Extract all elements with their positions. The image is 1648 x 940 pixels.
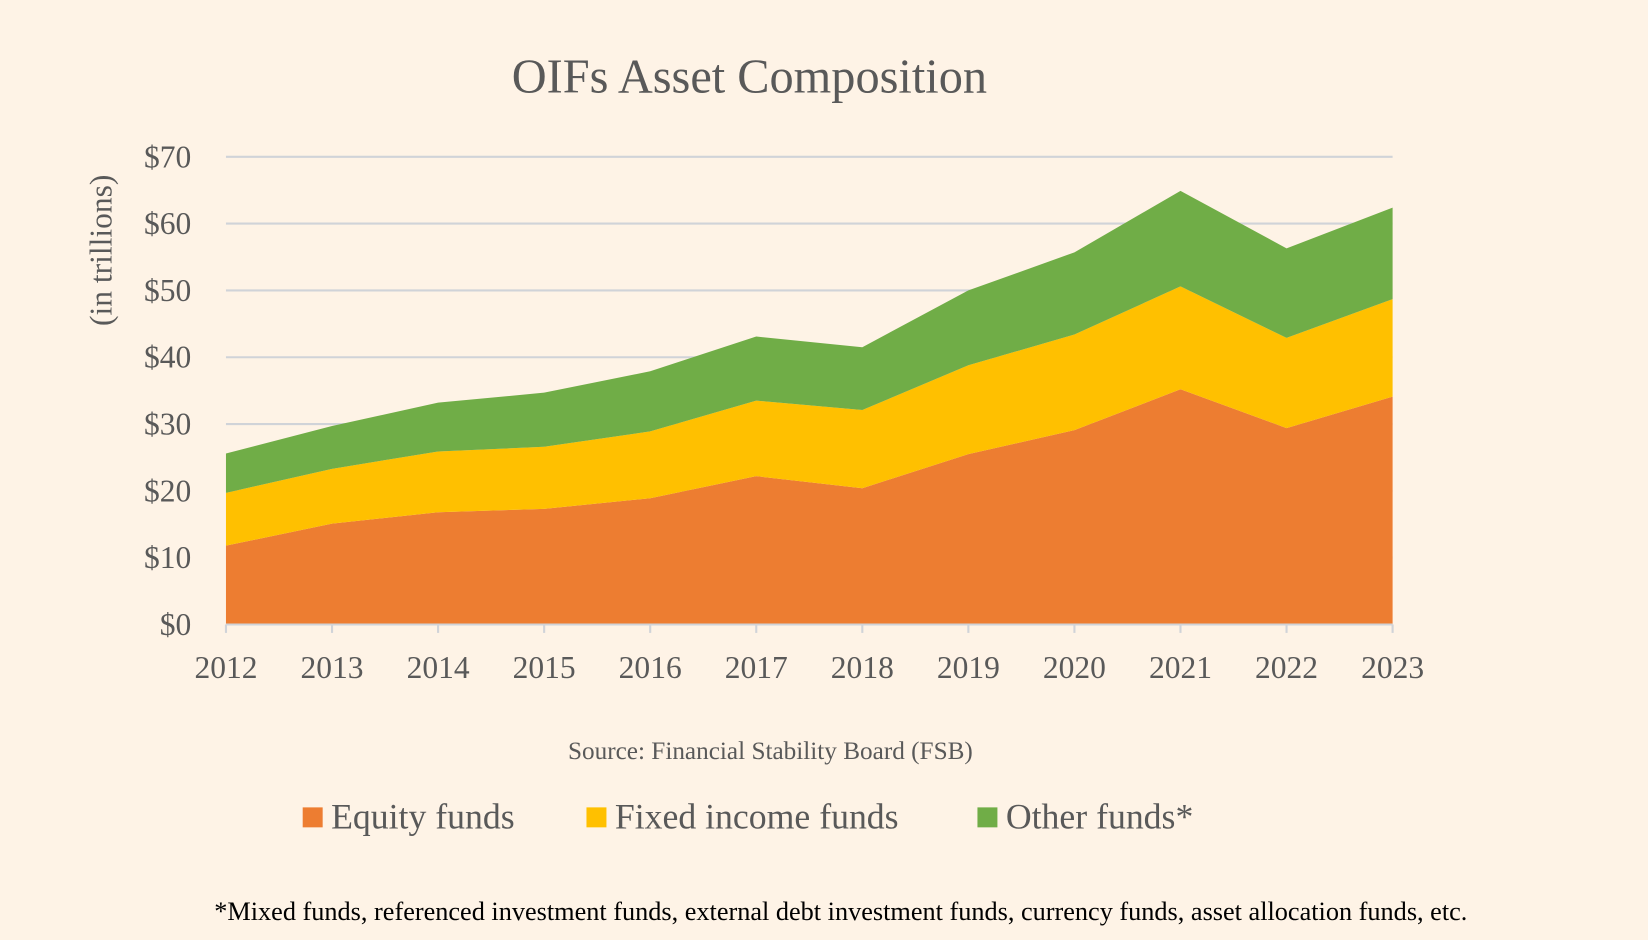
x-tick-label: 2014: [407, 650, 470, 685]
x-tick-label: 2012: [194, 650, 257, 685]
x-tick-label: 2017: [725, 650, 788, 685]
y-tick-label: $10: [144, 540, 191, 575]
legend: Equity funds Fixed income funds Other fund…: [302, 796, 1193, 836]
y-tick-label: $30: [144, 407, 191, 442]
x-tick-label: 2022: [1255, 650, 1318, 685]
footnote: *Mixed funds, referenced investment fund…: [214, 897, 1467, 926]
x-tick-label: 2015: [513, 650, 576, 685]
y-tick-label: $60: [144, 206, 191, 241]
x-tick-label: 2019: [937, 650, 1000, 685]
axes: $0 $10 $20 $30 $40 $50 $60 $70 2012 2013 2014 2015 2…: [144, 139, 1424, 685]
chart-title: OIFs Asset Composition: [512, 51, 987, 104]
x-tick-label: 2020: [1043, 650, 1106, 685]
area-fixed-income-funds: [225, 286, 1393, 546]
legend-swatch: [586, 807, 607, 828]
source-text: Source: Financial Stability Board (FSB): [568, 738, 973, 765]
area-equity-funds: [225, 389, 1393, 625]
areas: [225, 190, 1393, 625]
x-tick-label: 2023: [1361, 650, 1424, 685]
area-other-funds: [225, 190, 1393, 493]
x-tick-label: 2021: [1149, 650, 1212, 685]
y-axis-label: (in trillions): [83, 175, 118, 326]
y-tick-label: $70: [144, 139, 191, 174]
legend-swatch: [977, 807, 998, 828]
legend-swatch: [302, 807, 323, 828]
y-tick-label: $0: [160, 607, 192, 642]
y-tick-label: $50: [144, 273, 191, 308]
legend-label: Other funds*: [1006, 796, 1193, 836]
y-tick-label: $20: [144, 473, 191, 508]
legend-label: Equity funds: [331, 796, 515, 836]
x-tick-label: 2018: [831, 650, 894, 685]
x-tick-label: 2016: [619, 650, 682, 685]
x-tick-label: 2013: [301, 650, 364, 685]
legend-label: Fixed income funds: [615, 796, 899, 836]
y-tick-label: $40: [144, 340, 191, 375]
